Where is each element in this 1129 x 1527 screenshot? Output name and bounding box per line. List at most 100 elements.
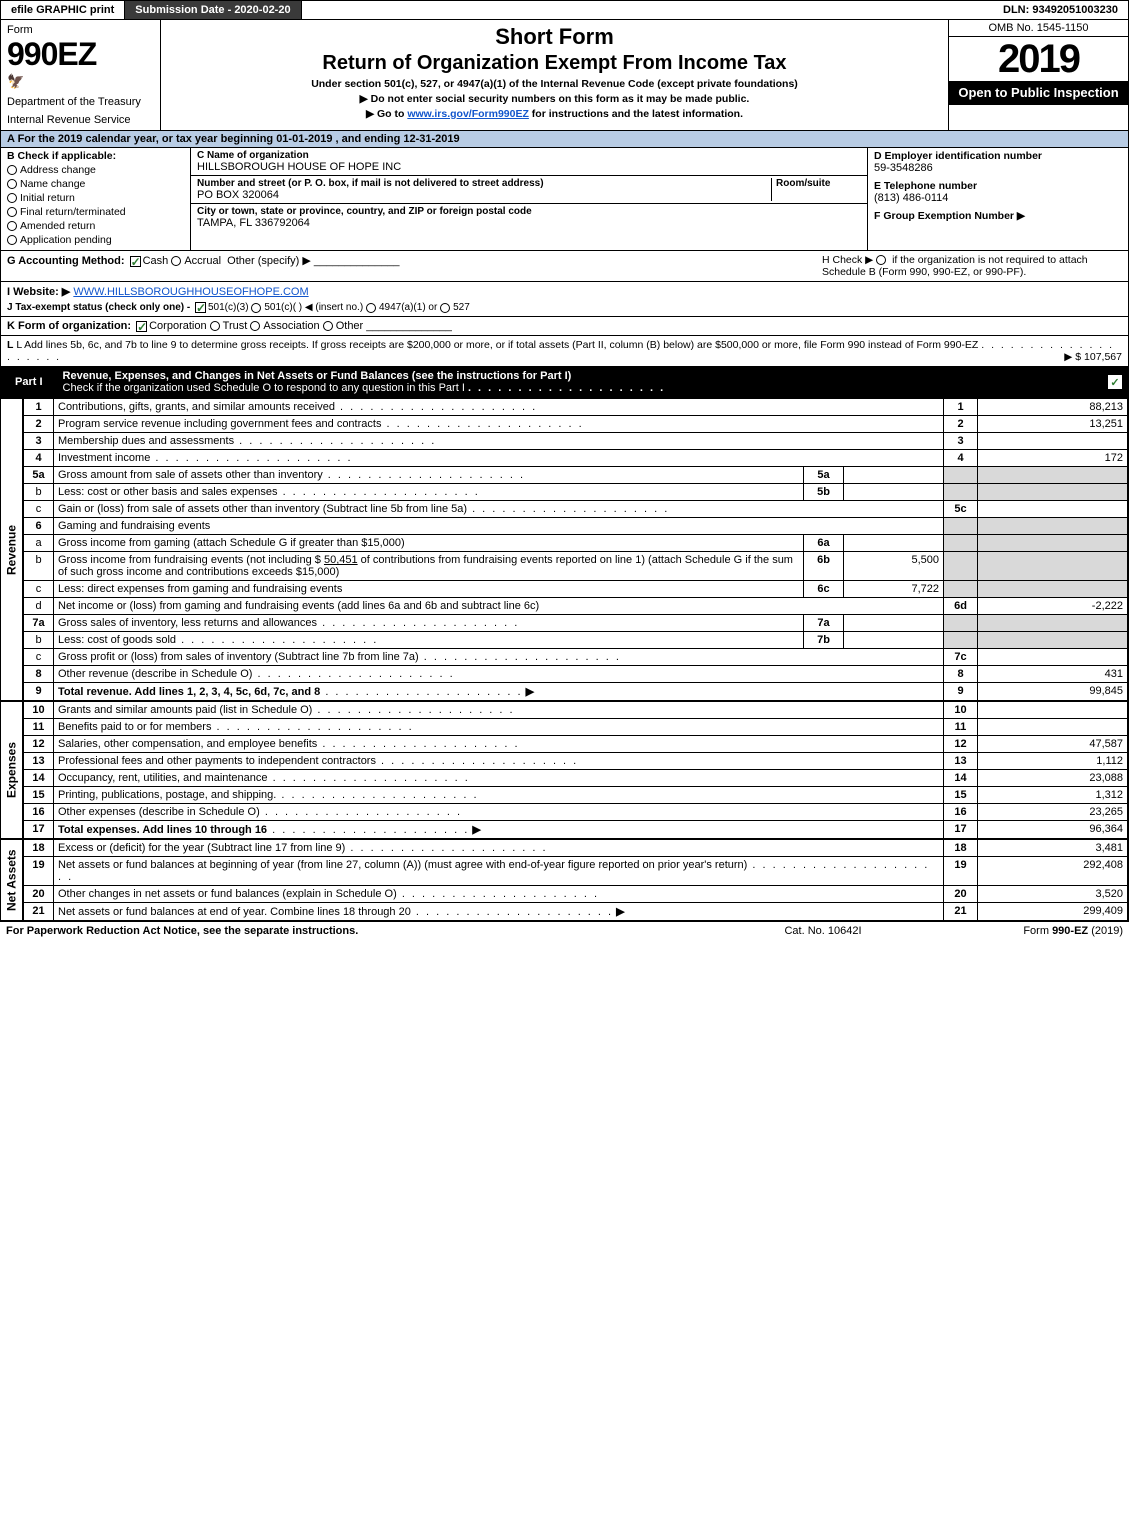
form-number: 990EZ — [7, 36, 154, 73]
footer-center: Cat. No. 10642I — [723, 925, 923, 937]
line-7c: cGross profit or (loss) from sales of in… — [24, 649, 1128, 666]
ein-value: 59-3548286 — [874, 162, 1122, 174]
subtitle-2: ▶ Do not enter social security numbers o… — [167, 93, 942, 105]
efile-print-button[interactable]: efile GRAPHIC print — [1, 1, 125, 19]
sub3-pre: ▶ Go to — [366, 108, 407, 120]
row-i: I Website: ▶ WWW.HILLSBOROUGHHOUSEOFHOPE… — [1, 282, 1128, 317]
street-block: Number and street (or P. O. box, if mail… — [191, 176, 867, 204]
k-label: K Form of organization: — [7, 320, 131, 332]
phone-label: E Telephone number — [874, 180, 1122, 192]
l-text: L Add lines 5b, 6c, and 7b to line 9 to … — [16, 339, 978, 351]
sub3-post: for instructions and the latest informat… — [529, 108, 743, 120]
line-8: 8Other revenue (describe in Schedule O)8… — [24, 666, 1128, 683]
chk-amended-return[interactable]: Amended return — [7, 220, 184, 232]
room-label: Room/suite — [776, 178, 861, 189]
box-b: B Check if applicable: Address change Na… — [1, 148, 191, 250]
omb-number: OMB No. 1545-1150 — [949, 20, 1128, 37]
k-other: Other — [336, 320, 364, 332]
subtitle-1: Under section 501(c), 527, or 4947(a)(1)… — [167, 78, 942, 90]
line-5a: 5aGross amount from sale of assets other… — [24, 467, 1128, 484]
net-assets-table: 18Excess or (deficit) for the year (Subt… — [23, 839, 1128, 921]
chk-501c3[interactable] — [195, 302, 206, 313]
chk-association[interactable] — [250, 321, 260, 331]
chk-address-change[interactable]: Address change — [7, 164, 184, 176]
line-7b: bLess: cost of goods sold7b — [24, 632, 1128, 649]
row-k: K Form of organization: Corporation Trus… — [1, 317, 1128, 336]
org-name-label: C Name of organization — [197, 150, 861, 161]
chk-name-change[interactable]: Name change — [7, 178, 184, 190]
chk-final-return[interactable]: Final return/terminated — [7, 206, 184, 218]
g-accrual: Accrual — [184, 255, 221, 267]
irs-line: Internal Revenue Service — [7, 114, 154, 126]
phone-value: (813) 486-0114 — [874, 192, 1122, 204]
form-word: Form — [7, 24, 154, 36]
city-block: City or town, state or province, country… — [191, 204, 867, 231]
ein-label: D Employer identification number — [874, 150, 1122, 162]
line-19: 19Net assets or fund balances at beginni… — [24, 857, 1128, 886]
city-value: TAMPA, FL 336792064 — [197, 217, 861, 229]
part-1-header: Part I Revenue, Expenses, and Changes in… — [1, 367, 1128, 398]
footer-right: Form 990-EZ (2019) — [923, 925, 1123, 937]
chk-corporation[interactable] — [136, 321, 147, 332]
part-1-schedule-o-checkbox[interactable]: ✓ — [1108, 375, 1122, 389]
footer-left: For Paperwork Reduction Act Notice, see … — [6, 925, 358, 937]
short-form-title: Short Form — [167, 24, 942, 50]
chk-4947[interactable] — [366, 303, 376, 313]
j-o4: 527 — [453, 302, 470, 313]
line-6b: bGross income from fundraising events (n… — [24, 552, 1128, 581]
main-title: Return of Organization Exempt From Incom… — [167, 52, 942, 75]
public-inspection: Open to Public Inspection — [949, 81, 1128, 105]
group-exemption-label: F Group Exemption Number ▶ — [874, 210, 1122, 222]
chk-501c[interactable] — [251, 303, 261, 313]
topbar: efile GRAPHIC print Submission Date - 20… — [0, 0, 1129, 20]
i-label: I Website: ▶ — [7, 286, 70, 298]
j-o3: 4947(a)(1) or — [379, 302, 437, 313]
header-center: Short Form Return of Organization Exempt… — [161, 20, 948, 130]
instructions-link[interactable]: www.irs.gov/Form990EZ — [407, 108, 529, 120]
part-1-check-text: Check if the organization used Schedule … — [63, 382, 465, 394]
header-right: OMB No. 1545-1150 2019 Open to Public In… — [948, 20, 1128, 130]
line-20: 20Other changes in net assets or fund ba… — [24, 886, 1128, 903]
box-h: H Check ▶ if the organization is not req… — [822, 254, 1122, 278]
org-name: HILLSBOROUGH HOUSE OF HOPE INC — [197, 161, 861, 173]
line-18: 18Excess or (deficit) for the year (Subt… — [24, 840, 1128, 857]
line-16: 16Other expenses (describe in Schedule O… — [24, 804, 1128, 821]
chk-trust[interactable] — [210, 321, 220, 331]
line-7a: 7aGross sales of inventory, less returns… — [24, 615, 1128, 632]
line-1: 1Contributions, gifts, grants, and simil… — [24, 399, 1128, 416]
chk-application-pending[interactable]: Application pending — [7, 234, 184, 246]
net-assets-section: Net Assets 18Excess or (deficit) for the… — [1, 839, 1128, 921]
subtitle-3: ▶ Go to www.irs.gov/Form990EZ for instru… — [167, 108, 942, 120]
box-c: C Name of organization HILLSBOROUGH HOUS… — [191, 148, 868, 250]
g-cash: Cash — [143, 255, 169, 267]
revenue-section: Revenue 1Contributions, gifts, grants, a… — [1, 398, 1128, 701]
page-footer: For Paperwork Reduction Act Notice, see … — [0, 922, 1129, 940]
org-name-block: C Name of organization HILLSBOROUGH HOUS… — [191, 148, 867, 176]
submission-date-button[interactable]: Submission Date - 2020-02-20 — [125, 1, 301, 19]
topbar-spacer — [302, 1, 993, 19]
form-container: Form 990EZ 🦅 Department of the Treasury … — [0, 20, 1129, 922]
chk-accrual[interactable] — [171, 256, 181, 266]
chk-527[interactable] — [440, 303, 450, 313]
header-left: Form 990EZ 🦅 Department of the Treasury … — [1, 20, 161, 130]
dept-treasury: Department of the Treasury — [7, 96, 154, 108]
line-15: 15Printing, publications, postage, and s… — [24, 787, 1128, 804]
chk-initial-return[interactable]: Initial return — [7, 192, 184, 204]
website-link[interactable]: WWW.HILLSBOROUGHHOUSEOFHOPE.COM — [73, 286, 308, 298]
row-g-h: G Accounting Method: Cash Accrual Other … — [1, 251, 1128, 282]
k-corp: Corporation — [149, 320, 206, 332]
chk-other-org[interactable] — [323, 321, 333, 331]
h-pre: H Check ▶ — [822, 254, 876, 266]
irs-logo-icon: 🦅 — [7, 73, 154, 90]
chk-schedule-b[interactable] — [876, 255, 886, 265]
street-label: Number and street (or P. O. box, if mail… — [197, 178, 771, 189]
k-trust: Trust — [223, 320, 248, 332]
line-5b: bLess: cost or other basis and sales exp… — [24, 484, 1128, 501]
street-value: PO BOX 320064 — [197, 189, 771, 201]
revenue-vlabel: Revenue — [1, 398, 23, 701]
line-5c: cGain or (loss) from sale of assets othe… — [24, 501, 1128, 518]
line-6: 6Gaming and fundraising events — [24, 518, 1128, 535]
l-amount: ▶ $ 107,567 — [1064, 351, 1122, 363]
net-assets-vlabel: Net Assets — [1, 839, 23, 921]
chk-cash[interactable] — [130, 256, 141, 267]
